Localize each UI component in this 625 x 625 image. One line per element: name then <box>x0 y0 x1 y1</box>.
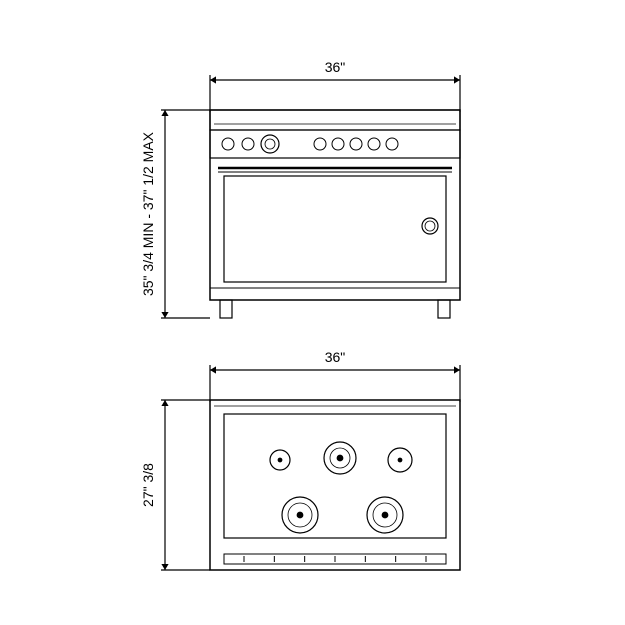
top-width-label: 36" <box>325 349 346 365</box>
front-view <box>210 110 460 318</box>
top-depth-label: 27" 3/8 <box>140 463 156 507</box>
front-height-label: 35" 3/4 MIN - 37" 1/2 MAX <box>140 131 156 296</box>
front-width-label: 36" <box>325 59 346 75</box>
top-view <box>210 400 460 570</box>
